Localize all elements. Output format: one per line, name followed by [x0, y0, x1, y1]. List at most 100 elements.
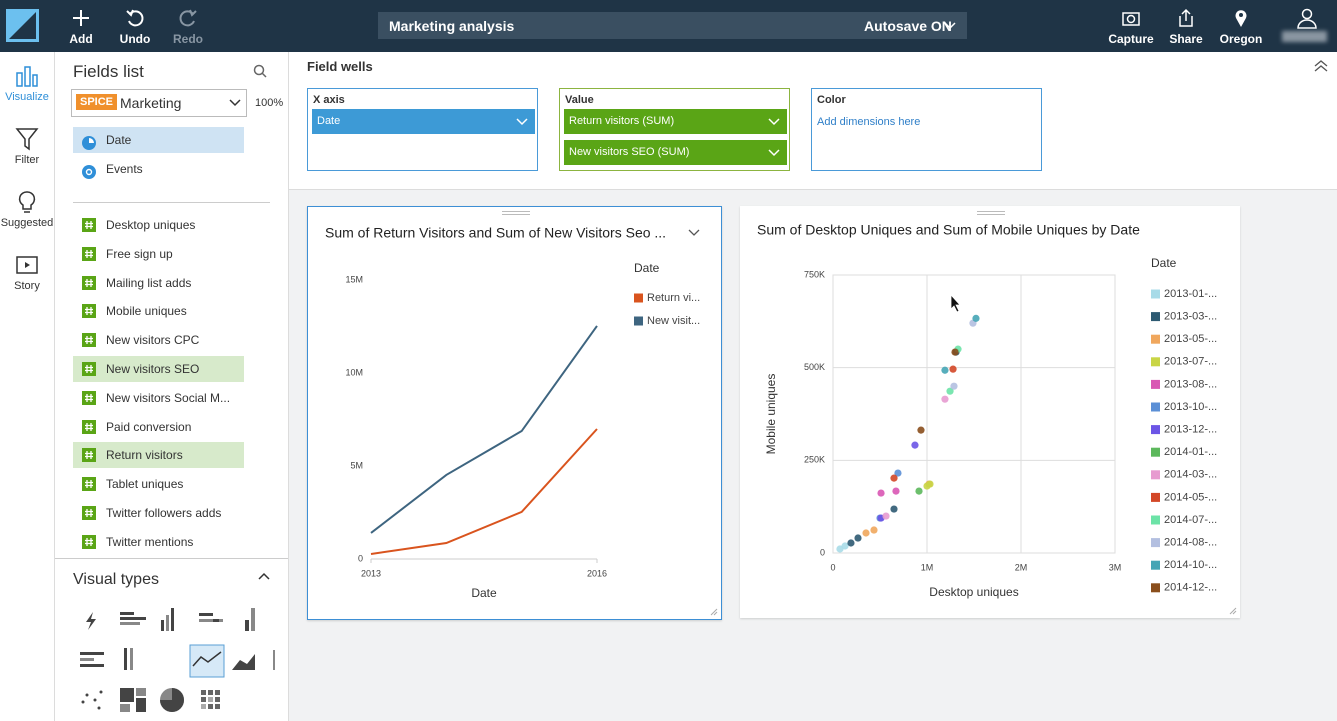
value-pill[interactable]: New visitors SEO (SUM) — [564, 140, 787, 165]
legend-swatch — [1151, 583, 1160, 593]
x-axis-well[interactable]: X axis Date — [307, 88, 538, 171]
visual-types-title: Visual types — [73, 571, 159, 588]
scatter-point — [890, 474, 898, 482]
chart-title: Sum of Desktop Uniques and Sum of Mobile… — [757, 222, 1140, 238]
legend-label: 2014-05-... — [1164, 491, 1217, 503]
field-item[interactable]: Tablet uniques — [73, 471, 244, 497]
visual-card[interactable]: Sum of Return Visitors and Sum of New Vi… — [307, 206, 722, 620]
scatter-point — [894, 469, 902, 477]
analysis-title-box[interactable]: Marketing analysis Autosave ON — [378, 12, 967, 39]
scatter-point — [950, 382, 958, 390]
field-label: New visitors SEO — [106, 362, 200, 376]
user-icon[interactable] — [1296, 8, 1318, 30]
legend-label: 2013-05-... — [1164, 333, 1217, 345]
vt-vbar[interactable] — [161, 608, 174, 631]
drag-handle — [502, 211, 530, 215]
vt-vbar-100[interactable] — [124, 648, 133, 670]
value-pill[interactable]: Return visitors (SUM) — [564, 109, 787, 134]
capture-button[interactable]: Capture — [1103, 6, 1159, 46]
undo-button[interactable]: Undo — [107, 6, 163, 46]
dataset-select[interactable]: SPICE Marketing — [71, 89, 247, 117]
line-series — [370, 428, 598, 555]
vt-area[interactable] — [232, 654, 255, 670]
nav-filter[interactable]: Filter — [0, 127, 54, 166]
share-label: Share — [1169, 32, 1203, 46]
vt-scatter[interactable] — [80, 690, 103, 721]
add-button[interactable]: Add — [53, 6, 109, 46]
vt-treemap[interactable] — [120, 688, 146, 712]
vt-pie[interactable] — [160, 688, 184, 712]
wells-collapse[interactable] — [1314, 60, 1328, 72]
legend-swatch — [1151, 402, 1160, 412]
field-item[interactable]: Twitter mentions — [73, 529, 244, 555]
region-button[interactable]: Oregon — [1213, 6, 1269, 46]
legend-swatch — [1151, 425, 1160, 435]
field-wells: Field wells X axis Date Value Return vis… — [289, 52, 1337, 190]
field-item[interactable]: New visitors CPC — [73, 327, 244, 353]
redo-button[interactable]: Redo — [160, 6, 216, 46]
vt-pivot[interactable] — [273, 650, 275, 670]
nav-suggested[interactable]: Suggested — [0, 190, 54, 229]
x-axis-pill[interactable]: Date — [312, 109, 535, 134]
resize-handle[interactable] — [1229, 607, 1237, 615]
scatter-point — [877, 489, 885, 497]
nav-label: Suggested — [0, 217, 54, 229]
legend-swatch — [1151, 538, 1160, 548]
measure-icon — [82, 448, 96, 463]
field-item[interactable]: Date — [73, 127, 244, 153]
share-button[interactable]: Share — [1158, 6, 1214, 46]
field-item[interactable]: New visitors Social M... — [73, 385, 244, 411]
autosave[interactable]: Autosave ON — [864, 18, 952, 34]
field-label: Paid conversion — [106, 419, 192, 434]
measure-icon — [82, 246, 96, 261]
vt-hbar[interactable] — [120, 612, 146, 625]
vt-heatmap[interactable] — [201, 690, 220, 709]
value-well[interactable]: Value Return visitors (SUM) New visitors… — [559, 88, 790, 171]
field-item[interactable]: Events — [73, 156, 244, 182]
fields-panel: Fields list SPICE Marketing 100% Date Eve… — [55, 52, 289, 721]
legend-label: 2013-01-... — [1164, 288, 1217, 300]
field-item[interactable]: Twitter followers adds — [73, 500, 244, 526]
vt-hbar-stacked[interactable] — [199, 613, 223, 622]
collapse-chevron[interactable] — [258, 572, 270, 581]
field-item[interactable]: Mobile uniques — [73, 298, 244, 324]
nav-visualize[interactable]: Visualize — [0, 64, 54, 103]
y-tick-label: 500K — [804, 362, 825, 372]
side-nav: Visualize Filter Suggested Story — [0, 52, 55, 721]
field-label: Return visitors — [106, 448, 183, 463]
color-well[interactable]: Color Add dimensions here — [811, 88, 1042, 171]
y-axis-label: Mobile uniques — [764, 374, 778, 455]
dataset-chevron — [229, 99, 241, 107]
logo[interactable] — [6, 9, 39, 42]
field-item[interactable]: Mailing list adds — [73, 270, 244, 296]
field-label: Date — [106, 133, 132, 147]
legend-label: Return vi... — [647, 292, 700, 304]
field-item[interactable]: Return visitors — [73, 442, 244, 469]
legend-swatch — [1151, 357, 1160, 367]
field-label: Mobile uniques — [106, 304, 187, 319]
vt-autograph[interactable] — [86, 612, 96, 630]
field-item[interactable]: New visitors SEO — [73, 356, 244, 382]
scatter-point — [890, 505, 898, 513]
nav-story[interactable]: Story — [0, 253, 54, 292]
vt-vbar-stacked[interactable] — [245, 608, 255, 631]
search-icon[interactable] — [253, 64, 267, 78]
chart-title: Sum of Return Visitors and Sum of New Vi… — [325, 225, 666, 241]
field-item[interactable]: Free sign up — [73, 241, 244, 267]
nav-label: Filter — [14, 154, 40, 166]
vt-hbar-100[interactable] — [80, 652, 104, 667]
nav-label: Story — [14, 280, 40, 292]
field-item[interactable]: Paid conversion — [73, 414, 244, 440]
legend-swatch — [1151, 334, 1160, 344]
chart-menu[interactable] — [688, 229, 700, 236]
field-item[interactable]: Desktop uniques — [73, 212, 244, 238]
color-placeholder[interactable]: Add dimensions here — [817, 116, 921, 128]
line-chart: Sum of Return Visitors and Sum of New Vi… — [325, 211, 718, 616]
nav-label: Visualize — [5, 91, 49, 103]
visual-card[interactable]: Sum of Desktop Uniques and Sum of Mobile… — [740, 206, 1240, 618]
resize-handle[interactable] — [710, 608, 718, 616]
field-wells-title: Field wells — [307, 59, 373, 74]
divider — [55, 558, 288, 559]
add-label: Add — [69, 32, 93, 46]
